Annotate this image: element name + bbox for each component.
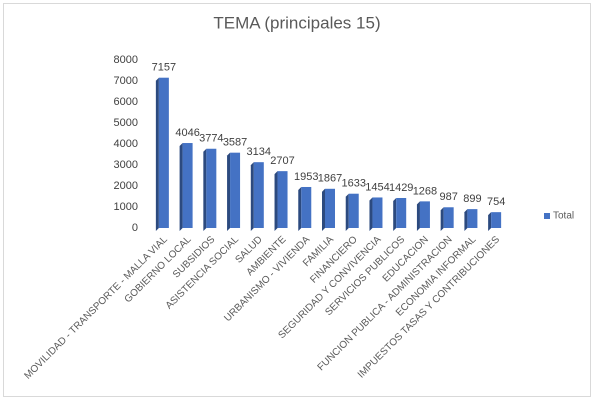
chart-title: TEMA (principales 15)	[213, 13, 380, 32]
value-label: 1633	[341, 178, 365, 190]
bar-side	[322, 188, 325, 231]
value-label: 1867	[318, 173, 342, 185]
bar-side	[179, 143, 183, 231]
y-tick-label: 4000	[114, 138, 138, 150]
bar-side	[250, 162, 254, 231]
bar-side	[369, 197, 373, 231]
bar	[372, 197, 383, 228]
bar	[253, 162, 264, 228]
bar	[348, 193, 359, 228]
value-label: 987	[439, 191, 457, 203]
bar-side	[416, 201, 420, 231]
y-tick-label: 2000	[114, 180, 138, 192]
legend-label: Total	[553, 211, 574, 222]
value-label: 1268	[413, 185, 437, 197]
y-tick-label: 0	[132, 222, 138, 234]
value-label: 1429	[389, 182, 413, 194]
y-tick-label: 1000	[114, 201, 138, 213]
bar	[491, 212, 502, 228]
bar	[182, 143, 193, 228]
bar	[467, 209, 478, 228]
y-tick-label: 5000	[114, 117, 138, 129]
value-label: 754	[487, 196, 505, 208]
value-label: 3134	[247, 146, 271, 158]
bar-side	[393, 197, 397, 231]
bar	[325, 188, 335, 228]
bar	[396, 197, 407, 228]
bar	[443, 207, 454, 228]
bar-side	[345, 193, 349, 231]
y-tick-label: 6000	[114, 96, 138, 108]
bar-side	[440, 207, 444, 231]
bar-side	[488, 212, 492, 231]
bar	[158, 77, 169, 228]
bar	[301, 186, 312, 228]
bar	[419, 201, 430, 228]
bar-side	[227, 152, 231, 231]
value-label: 899	[463, 193, 481, 205]
value-label: 4046	[175, 127, 199, 139]
bar	[206, 148, 217, 228]
value-label: 1454	[365, 181, 389, 193]
bar-side	[298, 186, 302, 231]
value-label: 3774	[199, 133, 223, 145]
chart-frame	[3, 3, 591, 397]
value-label: 2707	[270, 155, 294, 167]
y-tick-label: 3000	[114, 159, 138, 171]
legend-swatch	[544, 213, 550, 219]
value-label: 3587	[223, 137, 247, 149]
y-tick-label: 7000	[114, 75, 138, 87]
bar-side	[203, 148, 207, 231]
bar	[230, 152, 241, 228]
bar-side	[274, 171, 278, 231]
bar	[277, 171, 288, 228]
bar-side	[464, 209, 468, 231]
bar-side	[155, 77, 159, 231]
value-label: 7157	[152, 62, 176, 74]
y-tick-label: 8000	[114, 54, 138, 66]
value-label: 1953	[294, 171, 318, 183]
